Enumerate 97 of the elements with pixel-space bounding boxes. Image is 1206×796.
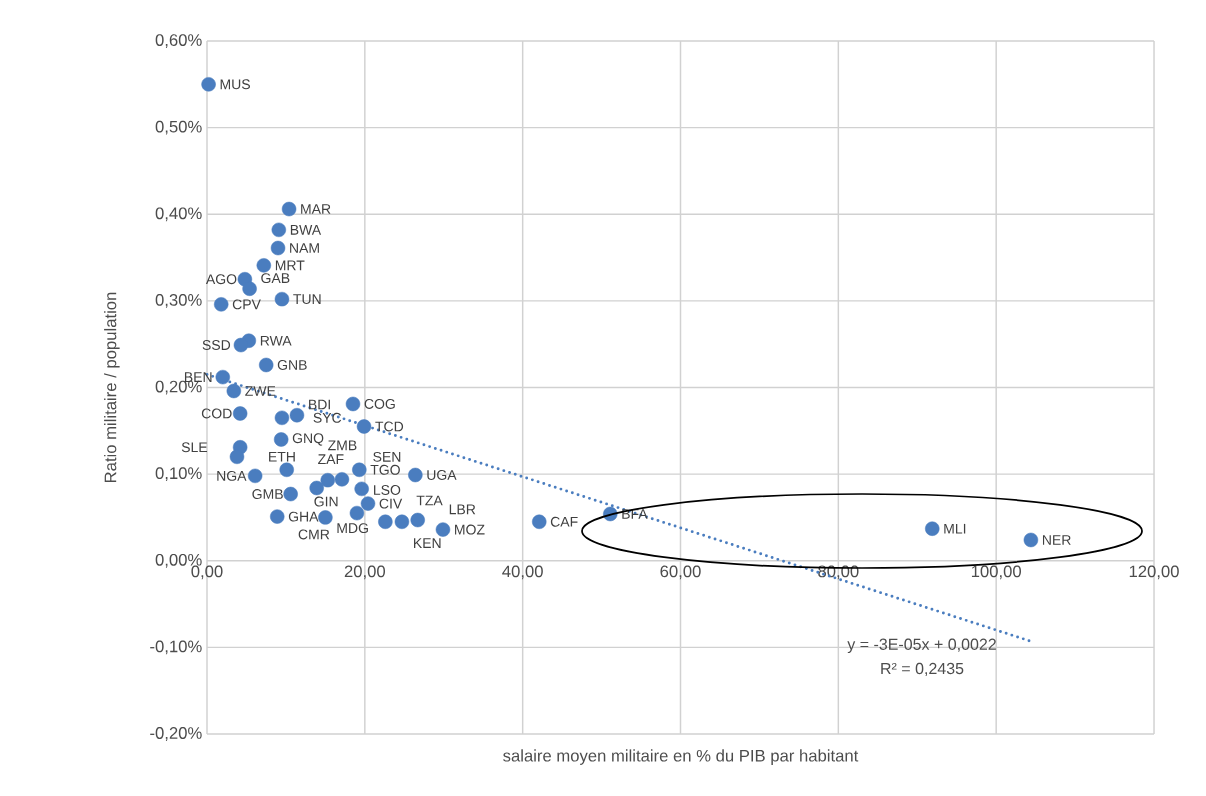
- point: [226, 383, 242, 399]
- point: [283, 486, 298, 502]
- point: [356, 419, 372, 434]
- x-tick-label: 20,00: [344, 565, 386, 580]
- point: [532, 514, 547, 529]
- annotation: LBR: [449, 504, 476, 515]
- annotation: BWA: [290, 225, 322, 235]
- annotation: TZA: [416, 495, 443, 506]
- point: [201, 77, 216, 92]
- annotation: MOZ: [455, 524, 485, 535]
- annotation: SEN: [373, 451, 401, 462]
- point: [229, 449, 245, 465]
- point: [435, 522, 451, 537]
- y-axis-title: Ratio militaire / population: [104, 292, 120, 483]
- point: [378, 514, 393, 529]
- annotation: TUN: [293, 294, 321, 305]
- annotation: CIV: [379, 498, 403, 509]
- y-tick-label: 0,50%: [155, 120, 202, 135]
- point: [410, 512, 425, 528]
- annotation: ZAF: [318, 454, 344, 464]
- point: [309, 480, 324, 496]
- x-tick-label: 100,00: [971, 565, 1021, 580]
- point: [320, 472, 335, 488]
- point: [925, 521, 940, 536]
- point: [258, 357, 274, 373]
- y-tick-label: 0,30%: [155, 294, 202, 308]
- annotation: BDI: [309, 399, 330, 410]
- point: [334, 472, 350, 487]
- point: [1023, 532, 1039, 548]
- annotation: MRT: [275, 260, 305, 271]
- point: [270, 509, 285, 524]
- point: [354, 481, 369, 497]
- annotation: UGA: [427, 470, 457, 480]
- point: [256, 258, 272, 273]
- point: [215, 369, 230, 385]
- y-tick-label: -0,20%: [150, 727, 202, 741]
- point: [279, 462, 294, 477]
- annotation: COD: [201, 408, 232, 419]
- annotation: y = -3E-05x + 0,0022: [847, 638, 996, 654]
- annotation: ZMB: [328, 440, 357, 451]
- x-tick-label: 40,00: [502, 565, 543, 580]
- annotation: MLI: [944, 523, 966, 534]
- point: [349, 505, 365, 521]
- y-tick-label: 0,60%: [155, 34, 202, 48]
- point: [274, 291, 290, 307]
- point: [214, 297, 229, 312]
- annotation: KEN: [414, 538, 441, 548]
- y-tick-label: 0,40%: [155, 207, 202, 222]
- y-tick-label: 0,10%: [155, 467, 202, 482]
- annotation: AGO: [205, 274, 237, 285]
- point: [318, 510, 333, 525]
- point: [233, 337, 249, 353]
- x-tick-label: 120,00: [1129, 565, 1179, 580]
- annotation: SLE: [181, 442, 208, 453]
- annotation: LSO: [374, 485, 401, 495]
- annotation: SYC: [313, 412, 342, 423]
- annotation: NGA: [217, 470, 247, 481]
- point: [274, 410, 290, 426]
- y-tick-label: 0,20%: [155, 380, 202, 395]
- annotation: SSD: [202, 340, 231, 351]
- point: [281, 201, 297, 217]
- point: [345, 396, 361, 412]
- annotation: RWA: [260, 335, 292, 346]
- x-axis-title: salaire moyen militaire en % du PIB par habitant: [503, 749, 859, 765]
- annotation: TCD: [375, 421, 404, 432]
- annotation: MAR: [301, 204, 331, 214]
- annotation: GNQ: [292, 433, 324, 446]
- annotation: ETH: [269, 452, 295, 462]
- x-tick-label: 60,00: [660, 565, 701, 580]
- annotation: MUS: [220, 79, 250, 90]
- point: [273, 432, 289, 447]
- point: [242, 281, 257, 296]
- annotation: BEN: [184, 372, 212, 382]
- annotation: TGO: [370, 464, 400, 475]
- point: [352, 462, 367, 477]
- annotation: GMB: [252, 489, 283, 500]
- annotation: NAM: [290, 243, 319, 253]
- annotation: CAF: [550, 516, 578, 527]
- annotation: CPV: [232, 299, 261, 310]
- annotation: CMR: [298, 529, 330, 540]
- point: [289, 408, 305, 423]
- annotation: R² = 0,2435: [881, 662, 964, 677]
- y-tick-label: -0,10%: [150, 640, 202, 655]
- point: [232, 406, 248, 421]
- point: [247, 468, 263, 484]
- point: [408, 467, 423, 483]
- annotation: GIN: [314, 496, 338, 507]
- annotation: GHA: [288, 511, 319, 522]
- annotation: NER: [1042, 535, 1071, 545]
- annotation: COG: [364, 399, 395, 409]
- annotation: GAB: [261, 273, 290, 284]
- point: [270, 240, 286, 256]
- point: [394, 514, 410, 529]
- annotation: GNB: [277, 360, 307, 370]
- annotation: MDG: [337, 523, 368, 534]
- point: [360, 496, 376, 511]
- point: [271, 222, 287, 238]
